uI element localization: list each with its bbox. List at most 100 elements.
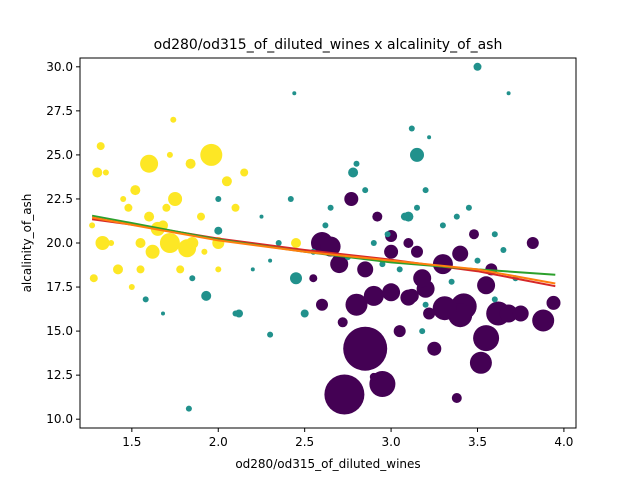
y-tick-label: 12.5 xyxy=(46,368,73,382)
scatter-point xyxy=(384,244,399,259)
series-0 xyxy=(309,192,561,415)
scatter-point xyxy=(186,237,199,249)
scatter-point xyxy=(422,301,429,308)
scatter-point xyxy=(92,167,103,178)
scatter-point xyxy=(410,147,424,162)
scatter-point xyxy=(287,196,294,202)
y-axis-label: alcalinity_of_ash xyxy=(20,194,34,293)
scatter-point xyxy=(453,213,460,220)
scatter-point xyxy=(473,62,482,71)
scatter-point xyxy=(144,211,155,222)
series-1 xyxy=(142,62,519,412)
scatter-point xyxy=(353,160,360,167)
scatter-point xyxy=(396,266,403,273)
scatter-point xyxy=(89,274,98,283)
scatter-point xyxy=(546,295,561,310)
scatter-point xyxy=(448,278,455,285)
scatter-point xyxy=(411,245,423,258)
scatter-point xyxy=(404,288,419,303)
x-tick-label: 3.0 xyxy=(382,435,401,449)
scatter-point xyxy=(145,244,160,259)
scatter-point xyxy=(526,237,539,249)
scatter-point xyxy=(422,187,429,194)
scatter-point xyxy=(469,229,479,240)
scatter-point xyxy=(95,236,110,250)
scatter-point xyxy=(142,296,149,303)
scatter-point xyxy=(473,325,500,352)
scatter-point xyxy=(102,169,109,176)
scatter-point xyxy=(427,341,442,356)
scatter-point xyxy=(291,238,301,248)
scatter-point xyxy=(214,226,223,235)
scatter-point xyxy=(324,374,365,415)
scatter-point xyxy=(400,212,409,221)
x-tick-label: 2.5 xyxy=(295,435,314,449)
y-tick-label: 30.0 xyxy=(46,60,73,74)
scatter-point xyxy=(427,135,432,140)
scatter-point xyxy=(176,265,185,274)
scatter-point xyxy=(327,204,334,211)
scatter-point xyxy=(166,151,173,158)
chart-title: od280/od315_of_diluted_wines x alcalinit… xyxy=(154,37,503,53)
scatter-point xyxy=(512,305,529,322)
scatter-point xyxy=(89,222,96,229)
scatter-point xyxy=(113,264,123,275)
scatter-point xyxy=(439,222,446,229)
scatter-point xyxy=(189,275,196,282)
scatter-point xyxy=(362,187,369,194)
plot-area xyxy=(89,62,561,415)
scatter-point xyxy=(369,372,378,381)
x-axis-ticks: 1.5 2.0 2.5 3.0 3.5 4.0 xyxy=(122,428,573,449)
scatter-point xyxy=(370,240,377,246)
series-2 xyxy=(89,116,301,290)
scatter-point xyxy=(363,285,384,306)
scatter-point xyxy=(259,214,264,219)
scatter-point xyxy=(200,143,223,166)
scatter-point xyxy=(309,274,318,283)
scatter-point xyxy=(451,393,462,403)
y-tick-label: 17.5 xyxy=(46,280,73,294)
scatter-point xyxy=(344,192,359,206)
scatter-point xyxy=(108,240,115,246)
x-tick-label: 4.0 xyxy=(554,435,573,449)
scatter-point xyxy=(159,233,180,253)
scatter-point xyxy=(290,272,302,285)
scatter-point xyxy=(491,296,498,303)
y-tick-label: 10.0 xyxy=(46,412,73,426)
x-tick-label: 2.0 xyxy=(209,435,228,449)
scatter-point xyxy=(506,91,511,96)
x-axis-label: od280/od315_of_diluted_wines xyxy=(235,457,420,471)
y-axis-ticks: 10.0 12.5 15.0 17.5 20.0 22.5 25.0 27.5 30.0 xyxy=(46,60,80,426)
scatter-point xyxy=(491,231,498,238)
scatter-point xyxy=(343,326,388,371)
scatter-point xyxy=(140,154,159,173)
y-tick-label: 15.0 xyxy=(46,324,73,338)
scatter-point xyxy=(185,158,196,169)
scatter-point xyxy=(267,331,274,338)
scatter-point xyxy=(161,311,165,316)
scatter-point xyxy=(413,269,432,288)
scatter-point xyxy=(162,203,171,212)
scatter-point xyxy=(408,125,415,132)
scatter-point xyxy=(432,296,457,321)
scatter-point xyxy=(292,91,297,96)
scatter-point xyxy=(403,238,414,248)
scatter-point xyxy=(185,405,192,412)
scatter-point xyxy=(384,231,391,238)
y-tick-label: 27.5 xyxy=(46,104,73,118)
scatter-point xyxy=(232,310,239,317)
scatter-point xyxy=(170,116,177,123)
scatter-point xyxy=(393,325,406,338)
scatter-point xyxy=(423,307,436,320)
scatter-point xyxy=(231,203,240,212)
scatter-point xyxy=(316,298,328,311)
x-tick-label: 3.5 xyxy=(468,435,487,449)
scatter-point xyxy=(379,261,386,268)
scatter-point xyxy=(532,309,555,332)
scatter-point xyxy=(337,317,348,328)
scatter-point xyxy=(300,309,309,318)
scatter-point xyxy=(419,328,426,335)
scatter-point xyxy=(452,245,469,262)
scatter-point xyxy=(221,176,232,187)
